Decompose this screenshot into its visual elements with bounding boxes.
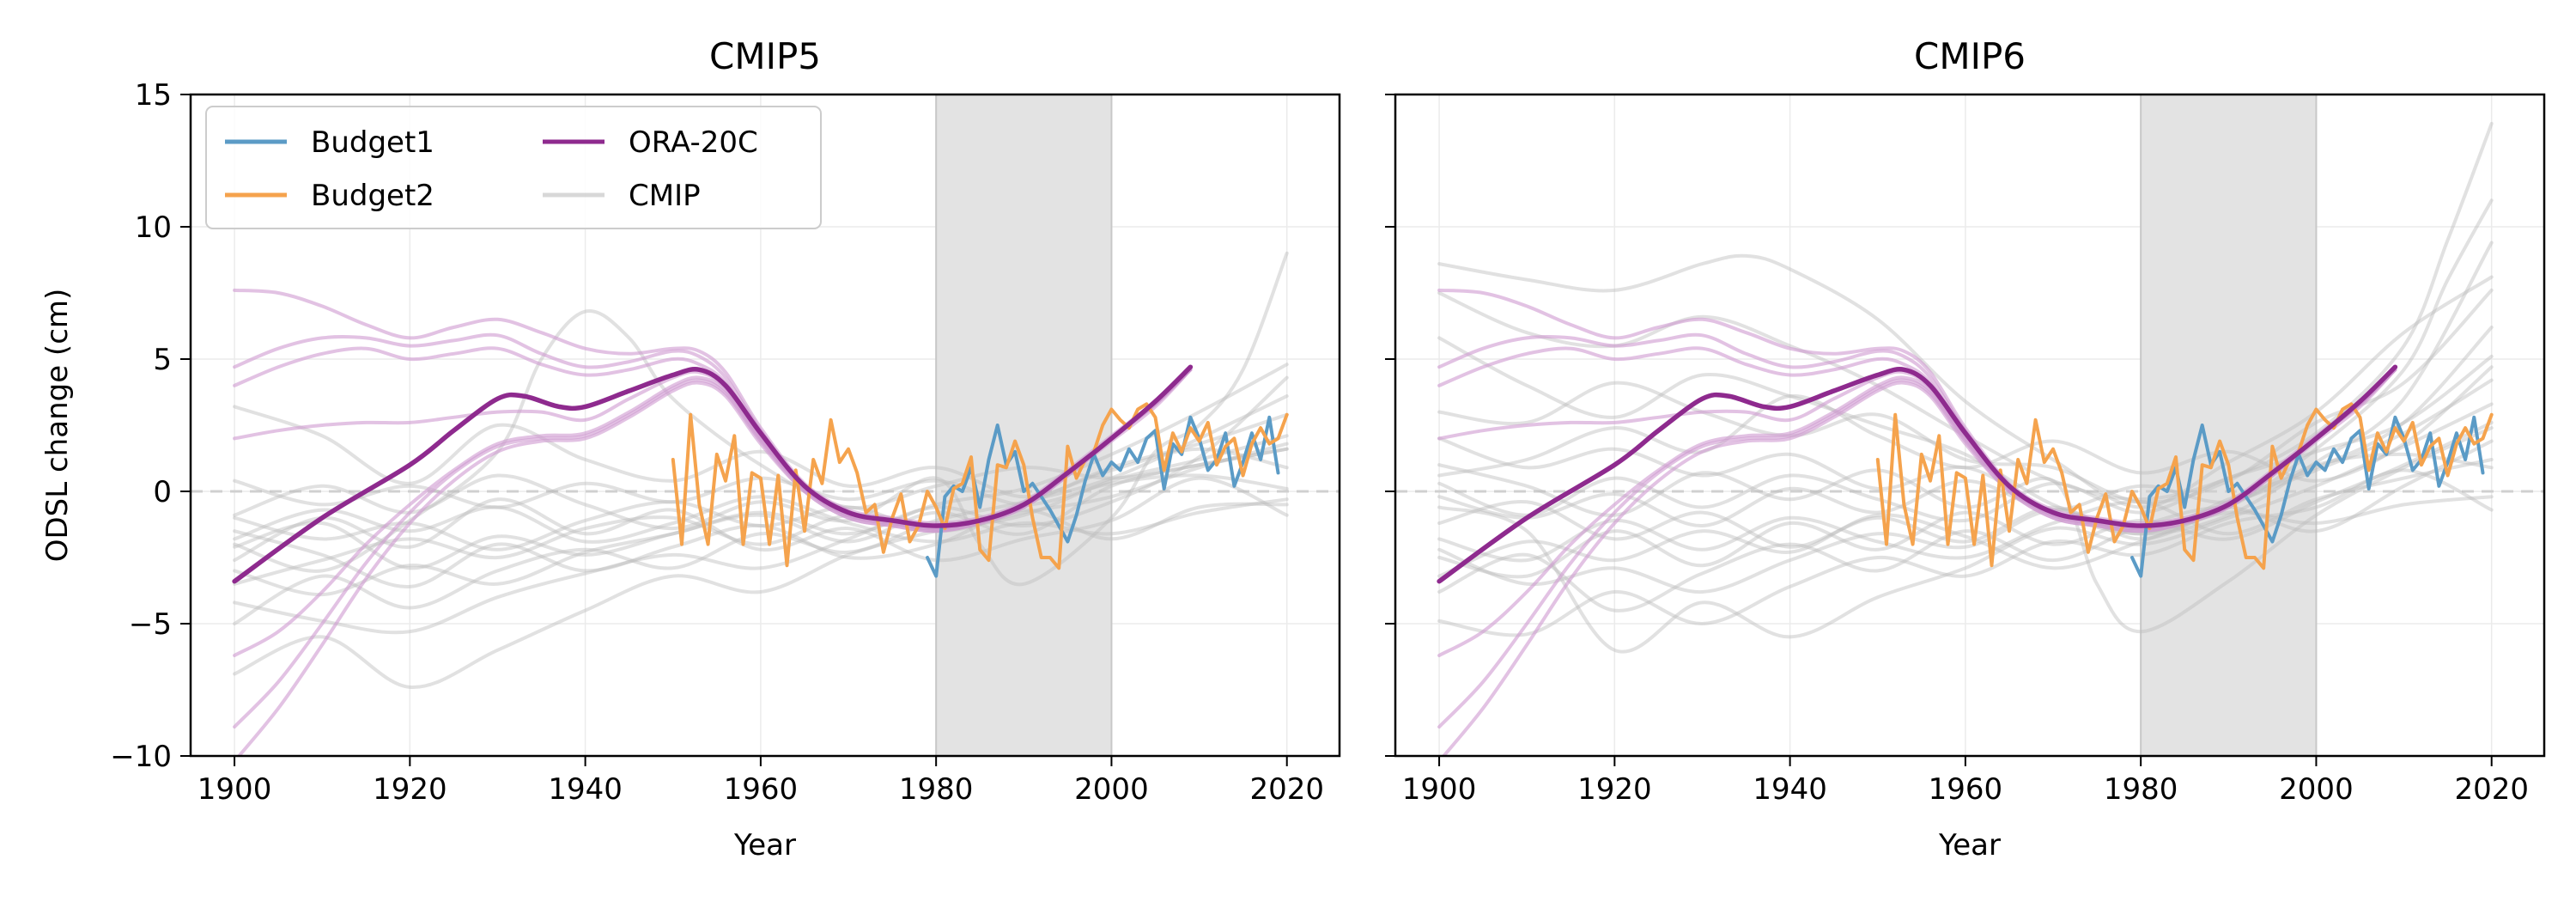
x-tick-label: 2020	[2454, 772, 2529, 807]
x-tick-label: 1980	[899, 772, 974, 807]
x-axis-label: Year	[1938, 828, 2001, 862]
x-tick-label: 2000	[2279, 772, 2354, 807]
legend-label: ORA-20C	[629, 125, 758, 160]
axes-frame	[1394, 93, 2546, 758]
panel-cmip6: 1900 1920 1940 1960 1980 2000 2020 CMIP6 Year	[1385, 35, 2546, 862]
legend-box	[205, 106, 822, 229]
x-axis-label: Year	[733, 828, 796, 862]
y-axis-label: ODSL change (cm)	[40, 289, 75, 563]
x-tick-label: 1980	[2104, 772, 2178, 807]
y-tick-label: 0	[153, 475, 172, 509]
plot-area	[1437, 121, 2494, 756]
series-line-cmip	[233, 447, 1289, 570]
panel-title: CMIP6	[1914, 35, 2026, 77]
y-tick-label: 5	[153, 343, 172, 377]
y-tick-label: −10	[110, 740, 172, 774]
y-tick-label: −5	[129, 607, 172, 642]
series-line-cmip	[233, 434, 1289, 689]
series-line-cmip	[1437, 288, 2494, 504]
plot-area	[232, 251, 1289, 756]
series-line-cmip	[1437, 354, 2494, 523]
legend-label: Budget1	[311, 125, 434, 160]
legend-label: CMIP	[629, 179, 701, 213]
series-line-cmip	[233, 405, 1289, 499]
legend: Budget1 Budget2 ORA-20C CMIP	[205, 106, 822, 229]
x-tick-label: 1920	[373, 772, 447, 807]
shaded-period	[935, 94, 1113, 757]
x-tick-label: 1920	[1577, 772, 1652, 807]
series-line-budget2	[1875, 402, 2494, 570]
series-line-cmip	[233, 394, 1289, 625]
x-tick-label: 2000	[1074, 772, 1149, 807]
series-line-cmip	[233, 375, 1289, 635]
series-line-budget1	[926, 415, 1280, 578]
series-line-cmip	[1437, 495, 2494, 578]
panel-cmip5: 1900 1920 1940 1960 1980 2000 2020 −10 −5 0 5 10 15 C…	[40, 35, 1341, 862]
legend-label: Budget2	[311, 179, 434, 213]
x-tick-label: 1960	[724, 772, 799, 807]
series-line-cmip	[233, 495, 1289, 544]
series-line-ora-20c	[1437, 364, 2398, 584]
series-line-cmip	[1437, 439, 2494, 613]
series-line-cmip	[233, 502, 1289, 588]
series-line-cmip	[1437, 365, 2494, 483]
series-line-cmip	[1437, 378, 2494, 549]
x-tick-label: 1900	[1402, 772, 1477, 807]
series-line-cmip	[233, 476, 1289, 563]
y-tick-label: 15	[135, 78, 172, 113]
axes-frame	[189, 93, 1341, 758]
series-line-cmip	[1437, 241, 2494, 536]
series-line-cmip	[1437, 420, 2494, 579]
series-line-budget1	[2130, 415, 2485, 578]
series-line-budget2	[671, 402, 1289, 570]
series-line-cmip	[233, 412, 1289, 586]
series-line-ora-20c	[232, 364, 1194, 584]
series-line-cmip	[1437, 198, 2494, 533]
x-tick-label: 1900	[197, 772, 272, 807]
series-line-cmip	[1437, 468, 2494, 637]
x-tick-label: 2020	[1249, 772, 1324, 807]
y-tick-label: 10	[135, 210, 172, 245]
x-tick-label: 1940	[548, 772, 623, 807]
x-tick-label: 1940	[1753, 772, 1827, 807]
x-tick-label: 1960	[1929, 772, 2003, 807]
series-line-cmip	[233, 251, 1289, 587]
series-line-cmip	[1437, 458, 2494, 563]
panel-title: CMIP5	[709, 35, 821, 77]
shaded-period	[2140, 94, 2318, 757]
series-line-cmip	[233, 363, 1289, 597]
series-line-cmip	[1437, 402, 2494, 654]
